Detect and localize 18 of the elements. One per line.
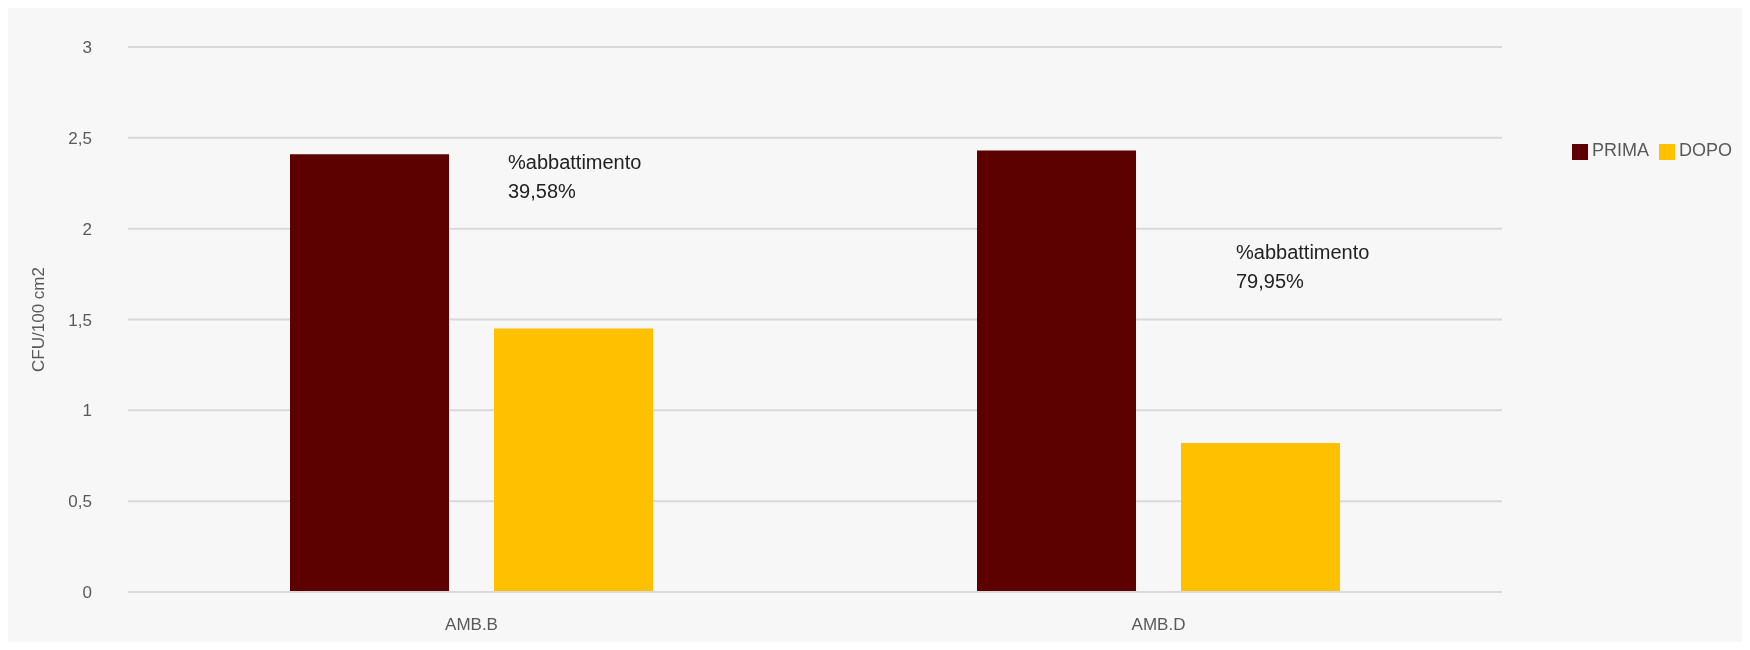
bar — [290, 154, 449, 592]
y-tick-label: 0 — [82, 583, 92, 603]
y-tick-label: 2 — [82, 219, 92, 239]
bar — [977, 150, 1136, 592]
x-tick-label: AMB.D — [1131, 615, 1186, 635]
y-tick-label: 3 — [82, 38, 92, 58]
annotation: %abbattimento 39,58% — [508, 150, 642, 204]
y-axis-title: CFU/100 cm2 — [29, 267, 49, 372]
legend-label: DOPO — [1678, 140, 1732, 160]
legend-label: PRIMA — [1591, 140, 1649, 160]
y-tick-label: 2,5 — [68, 128, 92, 148]
annotation: %abbattimento 79,95% — [1236, 240, 1370, 294]
bar — [1181, 443, 1340, 592]
y-tick-label: 1,5 — [68, 310, 92, 330]
x-tick-label: AMB.B — [445, 615, 498, 635]
y-tick-label: 1 — [82, 401, 92, 421]
bar — [494, 328, 653, 592]
y-tick-label: 0,5 — [68, 492, 92, 512]
